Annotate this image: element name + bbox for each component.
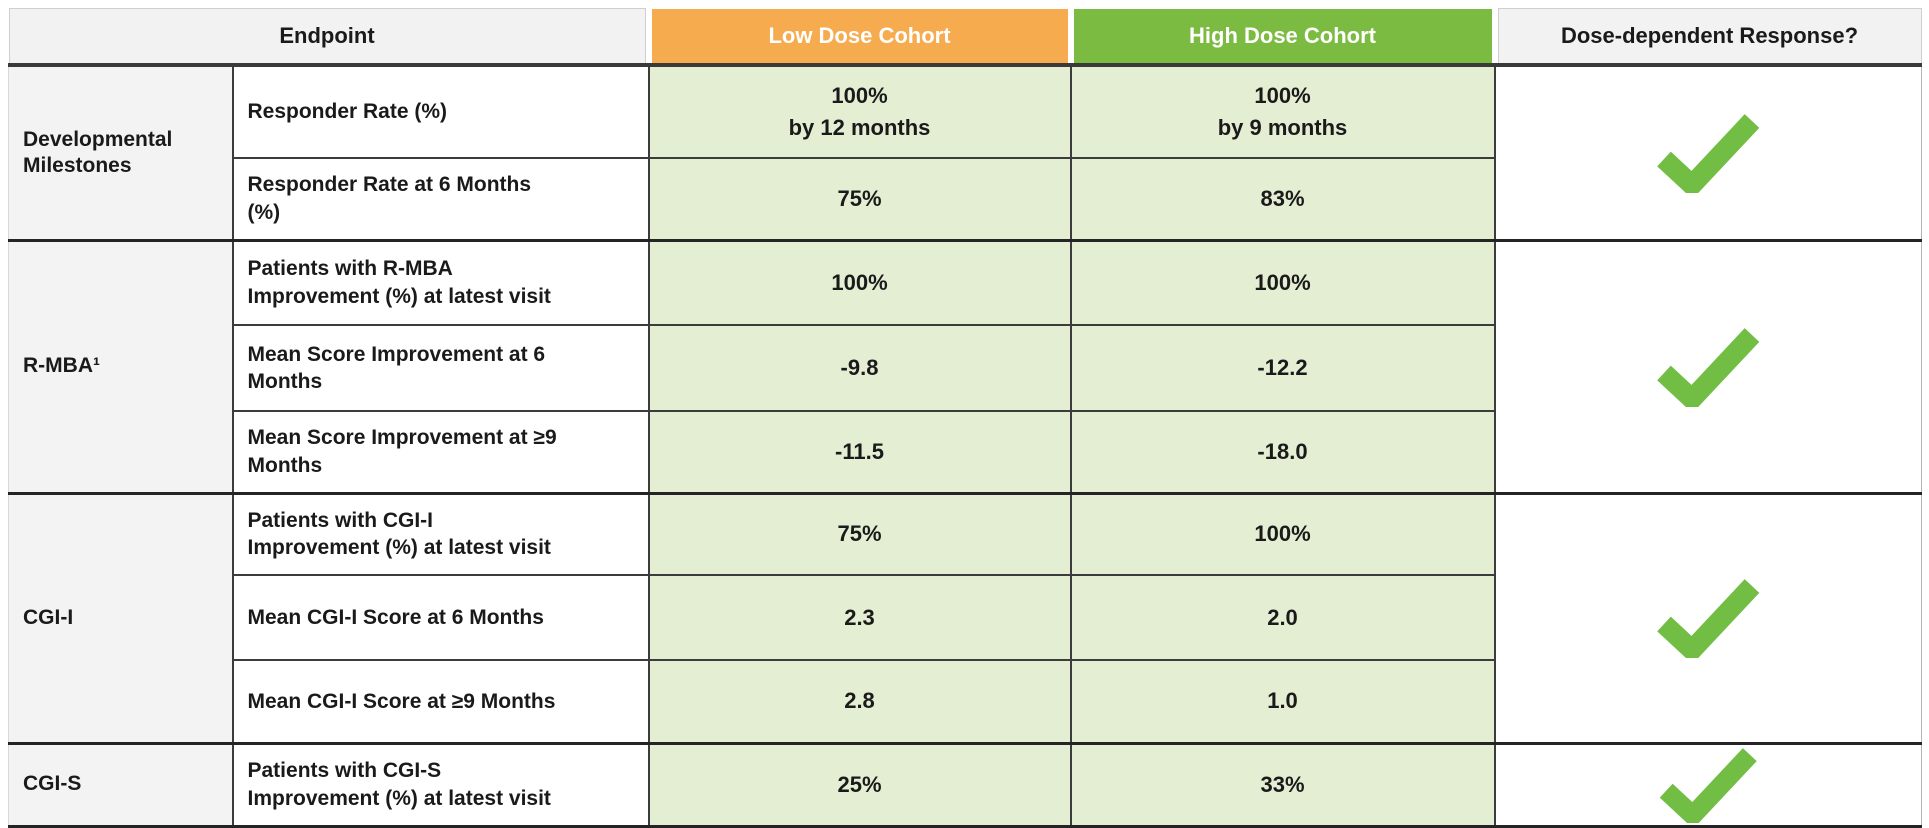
table-row: CGI-S Patients with CGI-S Improvement (%… bbox=[8, 741, 1922, 828]
dose-dependent-header-cell: Dose-dependent Response? bbox=[1494, 8, 1922, 67]
dose-dependent-cell bbox=[1493, 491, 1922, 744]
high-dose-value-cell: 100% bbox=[1069, 491, 1496, 576]
table-row: Mean CGI-I Score at ≥9 Months 2.8 1.0 bbox=[9, 659, 1922, 744]
endpoint-header-cell: Endpoint bbox=[8, 8, 649, 67]
category-cell-cgi-i: CGI-I bbox=[8, 491, 234, 744]
high-dose-value-cell: -12.2 bbox=[1069, 324, 1496, 412]
low-dose-header-cell: Low Dose Cohort bbox=[648, 8, 1071, 67]
table-row: Responder Rate at 6 Months (%) 75% 83% bbox=[9, 157, 1922, 241]
table-row: Mean Score Improvement at ≥9 Months -11.… bbox=[9, 410, 1922, 494]
table-row: CGI-I Patients with CGI-I Improvement (%… bbox=[8, 491, 1922, 744]
high-dose-header-cell: High Dose Cohort bbox=[1070, 8, 1495, 67]
dose-dependent-cell bbox=[1493, 63, 1922, 241]
low-dose-value-cell: 25% bbox=[647, 741, 1072, 828]
high-dose-value-cell: 83% bbox=[1069, 157, 1496, 241]
high-dose-value-cell: 1.0 bbox=[1069, 659, 1496, 744]
endpoint-cell: Patients with R-MBA Improvement (%) at l… bbox=[231, 238, 650, 326]
endpoint-cell: Patients with CGI-S Improvement (%) at l… bbox=[231, 741, 650, 828]
table-row: Mean Score Improvement at 6 Months -9.8 … bbox=[9, 324, 1922, 412]
endpoint-cell: Mean Score Improvement at 6 Months bbox=[231, 324, 650, 412]
endpoint-cell: Patients with CGI-I Improvement (%) at l… bbox=[231, 491, 650, 576]
checkmark-icon bbox=[1659, 747, 1757, 823]
checkmark-icon bbox=[1657, 579, 1760, 658]
endpoint-cell: Mean CGI-I Score at ≥9 Months bbox=[231, 659, 650, 744]
high-dose-value-cell: 33% bbox=[1069, 741, 1496, 828]
table-row: Developmental Milestones Responder Rate … bbox=[8, 63, 1922, 241]
high-dose-value-cell: -18.0 bbox=[1069, 410, 1496, 494]
low-dose-value-cell: 75% bbox=[647, 157, 1072, 241]
header-row: Endpoint Low Dose Cohort High Dose Cohor… bbox=[8, 8, 1922, 67]
endpoint-cell: Responder Rate at 6 Months (%) bbox=[231, 157, 650, 241]
low-dose-value-cell: 2.3 bbox=[647, 574, 1072, 661]
table-row: Mean CGI-I Score at 6 Months 2.3 2.0 bbox=[9, 574, 1922, 661]
dose-dependent-cell bbox=[1493, 741, 1922, 828]
table-row: R-MBA¹ Patients with R-MBA Improvement (… bbox=[8, 238, 1922, 494]
low-dose-value-cell: 2.8 bbox=[647, 659, 1072, 744]
low-dose-value-cell: -9.8 bbox=[647, 324, 1072, 412]
checkmark-icon bbox=[1657, 113, 1760, 193]
endpoint-cell: Mean CGI-I Score at 6 Months bbox=[231, 574, 650, 661]
low-dose-header-label: Low Dose Cohort bbox=[651, 9, 1068, 63]
low-dose-value-cell: 100% bbox=[647, 238, 1072, 326]
high-dose-header-label: High Dose Cohort bbox=[1073, 9, 1492, 63]
category-cell-r-mba: R-MBA¹ bbox=[8, 238, 234, 494]
checkmark-icon bbox=[1657, 327, 1760, 407]
dose-response-results-table: Endpoint Low Dose Cohort High Dose Cohor… bbox=[8, 8, 1922, 828]
endpoint-cell: Mean Score Improvement at ≥9 Months bbox=[231, 410, 650, 494]
low-dose-value-cell: 75% bbox=[647, 491, 1072, 576]
dose-dependent-header-label: Dose-dependent Response? bbox=[1497, 8, 1922, 63]
endpoint-header-label: Endpoint bbox=[8, 8, 646, 63]
results-table-container: Endpoint Low Dose Cohort High Dose Cohor… bbox=[8, 8, 1922, 828]
category-cell-cgi-s: CGI-S bbox=[8, 741, 234, 828]
low-dose-value-cell: -11.5 bbox=[647, 410, 1072, 494]
high-dose-value-cell: 2.0 bbox=[1069, 574, 1496, 661]
low-dose-value-cell: 100% by 12 months bbox=[647, 63, 1072, 159]
category-cell-developmental-milestones: Developmental Milestones bbox=[8, 63, 234, 241]
high-dose-value-cell: 100% bbox=[1069, 238, 1496, 326]
high-dose-value-cell: 100% by 9 months bbox=[1069, 63, 1496, 159]
dose-dependent-cell bbox=[1493, 238, 1922, 494]
endpoint-cell: Responder Rate (%) bbox=[231, 63, 650, 159]
